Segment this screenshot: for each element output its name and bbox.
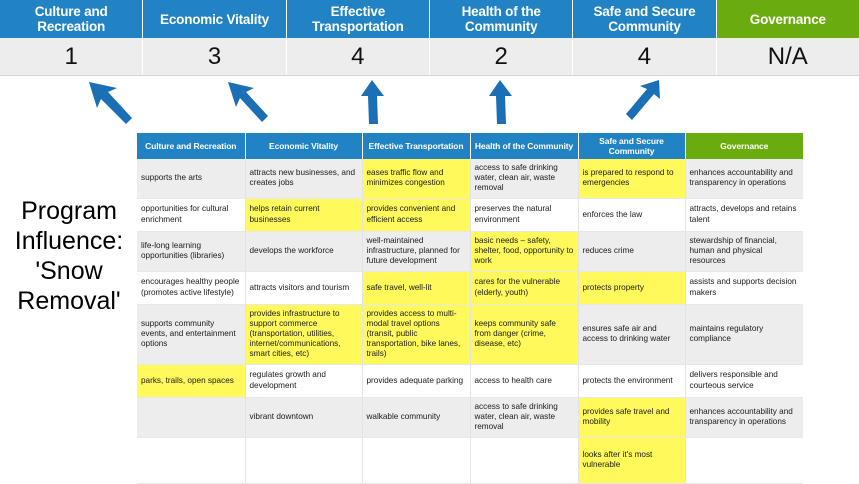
matrix-cell: access to health care [470,364,579,398]
matrix-cell: safe travel, well-lit [362,271,471,305]
matrix-cell [137,437,246,484]
matrix-cell: supports the arts [137,159,246,199]
matrix-cell: walkable community [362,397,471,438]
arrow-group [0,74,859,130]
matrix-cell: basic needs – safety, shelter, food, opp… [470,231,579,272]
matrix-cell: encourages healthy people (promotes acti… [137,271,246,305]
banner-header-label: Health of the Community [461,4,541,34]
scorecard-banner: Culture and Recreation Economic Vitality… [0,0,859,76]
matrix-header-effective-transportation: Effective Transportation [362,133,471,159]
matrix-cell: helps retain current businesses [245,198,363,232]
matrix-cell: attracts new businesses, and creates job… [245,159,363,199]
arrow-health-of-the-community-icon [489,80,512,124]
score-effective-transportation: 4 [287,38,430,75]
matrix-header-safe-and-secure-community: Safe and Secure Community [578,133,686,159]
banner-header-row: Culture and Recreation Economic Vitality… [0,0,859,38]
banner-header-effective-transportation: Effective Transportation [286,0,430,38]
matrix-cell: provides safe travel and mobility [578,397,686,438]
matrix-cell [245,437,363,484]
banner-header-culture-and-recreation: Culture and Recreation [0,0,144,38]
matrix-header-governance: Governance [685,133,803,159]
matrix-cell: access to safe drinking water, clean air… [470,159,579,199]
matrix-row: supports the arts attracts new businesses… [137,159,803,199]
matrix-cell: looks after it's most vulnerable [578,437,686,484]
matrix-cell: stewardship of financial, human and phys… [685,231,803,272]
matrix-cell: assists and supports decision makers [685,271,803,305]
matrix-cell: is prepared to respond to emergencies [578,159,686,199]
matrix-cell: keeps community safe from danger (crime,… [470,304,579,365]
matrix-cell [470,437,579,484]
banner-header-label: Economic Vitality [160,11,269,27]
matrix-cell: attracts, develops and retains talent [685,198,803,232]
matrix-cell: develops the workforce [245,231,363,272]
score-safe-and-secure-community: 4 [573,38,717,75]
matrix-cell: provides adequate parking [362,364,471,398]
caption-line-1: Program [21,197,117,225]
matrix-cell: protects property [578,271,686,305]
arrow-effective-transportation-icon [361,80,384,124]
arrow-safe-and-secure-community-icon [626,80,660,120]
matrix-row: parks, trails, open spaces regulates grow… [137,364,803,398]
matrix-row: opportunities for cultural enrichment hel… [137,198,803,232]
banner-header-governance: Governance [716,0,859,38]
program-influence-caption: Program Influence: 'Snow Removal' [6,196,132,316]
matrix-cell: well-maintained infrastructure, planned … [362,231,471,272]
matrix-cell: protects the environment [578,364,686,398]
matrix-row: life-long learning opportunities (librar… [137,231,803,272]
score-governance: N/A [767,42,808,70]
matrix-header-culture-and-recreation: Culture and Recreation [137,133,246,159]
banner-header-label: Culture and Recreation [34,4,108,34]
matrix-header-economic-vitality: Economic Vitality [245,133,363,159]
score-economic-vitality: 3 [143,38,287,75]
matrix-cell: provides infrastructure to support comme… [245,304,363,365]
matrix-cell: eases traffic flow and minimizes congest… [362,159,471,199]
banner-header-health-of-the-community: Health of the Community [429,0,574,38]
caption-line-3: 'Snow [35,257,103,285]
matrix-cell: regulates growth and development [245,364,363,398]
score-culture-and-recreation: 1 [0,38,144,75]
banner-header-economic-vitality: Economic Vitality [143,0,287,38]
matrix-cell: maintains regulatory compliance [685,304,803,365]
arrow-economic-vitality-icon [228,82,268,122]
banner-header-safe-and-secure-community: Safe and Secure Community [573,0,717,38]
matrix-cell: delivers responsible and courteous servi… [685,364,803,398]
matrix-cell [137,397,246,438]
matrix-cell: enforces the law [578,198,686,232]
banner-header-label: Effective Transportation [311,4,404,34]
matrix-cell: access to safe drinking water, clean air… [470,397,579,438]
matrix-cell: enhances accountability and transparency… [685,397,803,438]
matrix-header-row: Culture and Recreation Economic Vitality… [137,133,803,159]
matrix-cell: cares for the vulnerable (elderly, youth… [470,271,579,305]
matrix-row: supports community events, and entertain… [137,304,803,365]
matrix-cell: vibrant downtown [245,397,363,438]
matrix-row: vibrant downtown walkable community access… [137,397,803,438]
matrix-cell: enhances accountability and transparency… [685,159,803,199]
matrix-header-health-of-the-community: Health of the Community [470,133,579,159]
caption-line-4: Removal' [17,287,121,315]
matrix-cell: provides access to multi-modal travel op… [362,304,471,365]
matrix-cell [362,437,471,484]
score-health-of-the-community: 2 [430,38,574,75]
matrix-cell: preserves the natural environment [470,198,579,232]
influence-matrix-table: Culture and Recreation Economic Vitality… [137,133,803,484]
banner-header-label: Governance [749,11,826,27]
matrix-cell: opportunities for cultural enrichment [137,198,246,232]
matrix-row: looks after it's most vulnerable [137,437,803,484]
banner-score-row: 1 3 4 2 4 N/A [0,38,859,76]
matrix-row: encourages healthy people (promotes acti… [137,271,803,305]
caption-line-2: Influence: [14,227,124,255]
matrix-cell: reduces crime [578,231,686,272]
matrix-cell: provides convenient and efficient access [362,198,471,232]
matrix-cell: parks, trails, open spaces [137,364,246,398]
matrix-body: supports the arts attracts new businesses… [137,159,803,484]
matrix-cell: ensures safe air and access to drinking … [578,304,686,365]
matrix-cell: attracts visitors and tourism [245,271,363,305]
arrow-culture-and-recreation-icon [89,82,132,124]
matrix-cell [685,437,803,484]
banner-header-label: Safe and Secure Community [593,4,696,34]
matrix-cell: supports community events, and entertain… [137,304,246,365]
matrix-cell: life-long learning opportunities (librar… [137,231,246,272]
arrow-shapes [89,80,660,124]
